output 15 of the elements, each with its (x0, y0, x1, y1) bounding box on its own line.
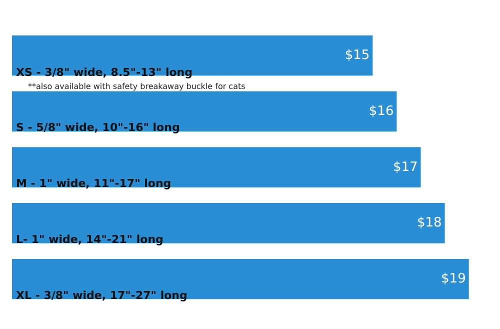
y-tick-label: L- 1" wide, 14"-21" long (16, 233, 164, 246)
data-label: $17 (392, 160, 418, 175)
bar (12, 203, 445, 244)
y-tick-label: XL - 3/8" wide, 17"-27" long (16, 289, 188, 302)
data-label: $16 (368, 104, 394, 119)
data-label: $18 (416, 216, 442, 231)
y-tick-label: XS - 3/8" wide, 8.5"-13" long (16, 66, 192, 79)
bar (12, 258, 469, 300)
bar (12, 147, 421, 188)
y-tick-label: S - 5/8" wide, 10"-16" long (16, 121, 180, 134)
bar (12, 91, 397, 132)
data-label: $15 (344, 48, 370, 64)
data-label: $19 (441, 272, 466, 287)
y-tick-label: M - 1" wide, 11"-17" long (16, 177, 172, 190)
annotation: **also available with safety breakaway buckle for cats (28, 82, 246, 91)
